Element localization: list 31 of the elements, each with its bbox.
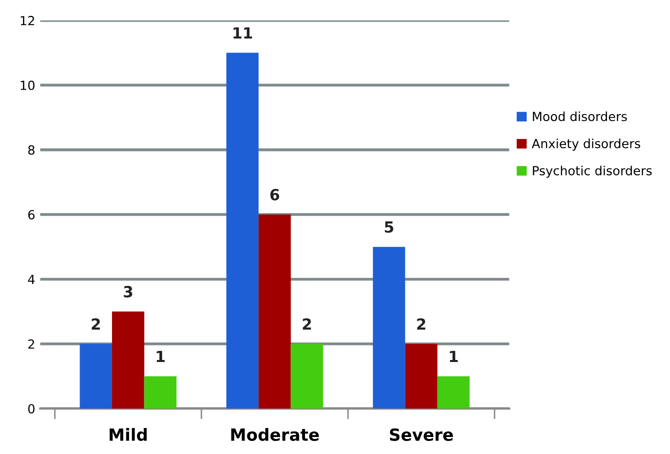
data-label: 2 bbox=[417, 318, 426, 330]
bar bbox=[80, 344, 112, 409]
data-label: 1 bbox=[156, 350, 165, 362]
legend-label: Anxiety disorders bbox=[532, 138, 640, 151]
data-label: 6 bbox=[270, 188, 280, 200]
y-tick-label: 10 bbox=[20, 80, 35, 90]
data-label: 2 bbox=[92, 318, 100, 330]
data-label: 11 bbox=[234, 27, 252, 38]
y-tick-label: 8 bbox=[28, 145, 34, 155]
bar bbox=[258, 214, 291, 409]
y-tick-label: 0 bbox=[28, 404, 35, 414]
bar bbox=[226, 52, 259, 409]
y-tick-label: 4 bbox=[28, 274, 35, 284]
x-tick-label: Severe bbox=[390, 428, 453, 441]
bar bbox=[437, 376, 470, 409]
y-tick-label: 12 bbox=[20, 16, 34, 26]
bar bbox=[405, 344, 438, 409]
bar bbox=[144, 376, 177, 409]
data-label: 2 bbox=[302, 318, 311, 330]
x-tick-label: Mild bbox=[110, 428, 147, 441]
bar bbox=[112, 312, 144, 409]
legend-label: Mood disorders bbox=[532, 112, 627, 122]
bar bbox=[290, 344, 324, 409]
data-label: 5 bbox=[384, 221, 394, 233]
data-label: 1 bbox=[450, 350, 458, 362]
y-tick-label: 2 bbox=[28, 339, 34, 349]
data-label: 3 bbox=[124, 286, 132, 298]
x-tick-label: Moderate bbox=[231, 428, 319, 441]
y-tick-label: 6 bbox=[28, 210, 35, 220]
legend-label: Psychotic disorders bbox=[532, 166, 652, 178]
bar bbox=[372, 246, 406, 409]
